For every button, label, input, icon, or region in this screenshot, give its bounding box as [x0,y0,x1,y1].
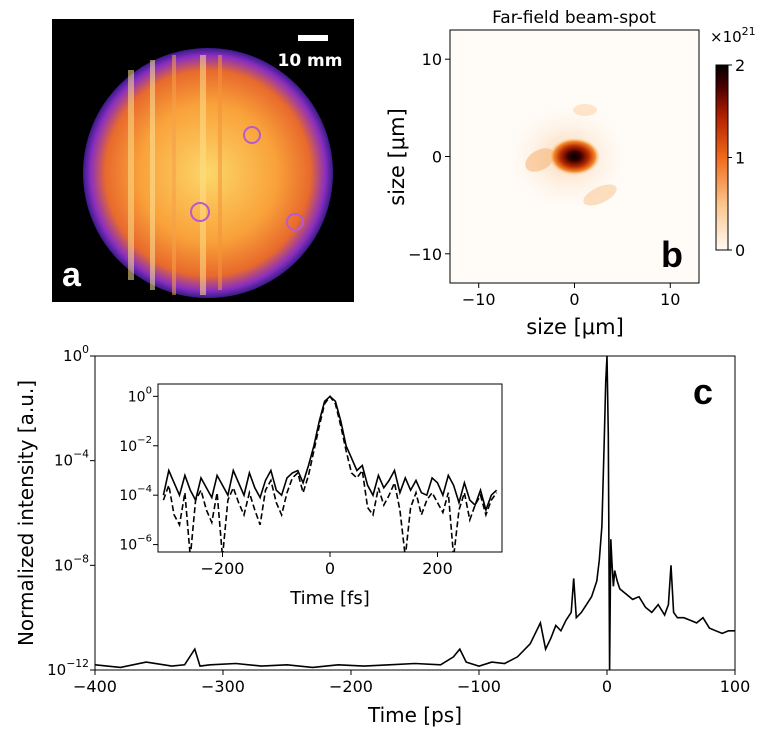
inset-y-tick-base: 10 [128,389,146,405]
panel-c-ylabel: Normalized intensity [a.u.] [14,380,38,646]
inset-y-tick-exponent: 0 [146,385,152,396]
panel-c-x-tick-label: −200 [329,677,373,696]
colorbar-ticks: 0 1 2 [728,56,745,260]
diffraction-ring [286,213,304,231]
panel-b-x-tick-label: −10 [462,290,496,309]
colorbar-multiplier: ×1021 [710,25,756,46]
panel-b-x-ticks: −10 0 10 [462,283,680,309]
panel-c-y-tick-base: 10 [54,452,73,470]
panel-c-frame [94,355,736,671]
inset-y-tick-label: 10−2 [119,435,152,455]
inset-reference-trace [162,395,498,552]
panel-b-title: Far-field beam-spot [492,8,656,28]
panel-c-y-tick-label: 100 [63,343,89,365]
inset-y-tick-exponent: −4 [137,484,152,495]
panel-c-x-tick-label: 0 [602,677,612,696]
inset-x-tick-label: −200 [201,559,245,578]
panel-b-x-tick-label: 10 [660,290,680,309]
beam-profile-disc [83,48,333,298]
colorbar-multiplier-exponent: 21 [742,25,756,38]
panel-c-y-tick-exponent: −4 [73,448,89,461]
inset-y-tick-label: 100 [128,385,152,405]
panel-c-y-tick-label: 10−4 [54,448,89,470]
panel-c-xlabel: Time [ps] [367,703,462,727]
colorbar-tick-label: 0 [735,241,745,260]
panel-b-ylabel: size [μm] [385,108,409,206]
panel-c-y-tick-exponent: 0 [82,343,89,356]
beam-lobe [573,104,597,116]
panel-b-y-tick-label: 0 [432,148,442,167]
diffraction-ring [243,126,261,144]
beam-lobe [525,148,555,172]
beam-lobe [583,184,617,206]
panel-c-x-ticks: −400 −300 −200 −100 0 100 [73,670,750,696]
scale-bar [298,35,328,41]
panel-c-y-tick-label: 10−12 [47,657,89,679]
diffraction-ring [190,202,210,222]
panel-a-letter: a [62,256,82,294]
panel-b-xlabel: size [μm] [526,315,624,339]
inset-y-tick-base: 10 [119,488,137,504]
panel-b-y-tick-label: 10 [422,50,442,69]
inset-x-tick-label: 0 [325,559,335,578]
panel-b-y-ticks: −10 0 10 [408,50,450,264]
panel-c-y-tick-base: 10 [47,661,66,679]
panel-c-letter: c [693,371,713,412]
inset-y-tick-exponent: −2 [137,435,152,446]
panel-a: 10 mm a [52,19,354,302]
inset-xlabel: Time [fs] [289,588,370,609]
colorbar-multiplier-base: ×10 [710,28,742,46]
panel-c-y-tick-exponent: −8 [73,552,89,565]
intensity-trace [95,356,735,670]
inset-y-tick-label: 10−6 [119,534,152,554]
colorbar-tick-label: 1 [735,149,745,168]
beam-streaks [128,55,222,295]
inset-y-tick-base: 10 [119,439,137,455]
colorbar-tick-label: 2 [735,56,745,75]
inset-x-tick-label: 200 [422,559,453,578]
panel-c-x-tick-label: −400 [73,677,117,696]
panel-c-x-tick-label: −100 [457,677,501,696]
inset-y-tick-label: 10−4 [119,484,152,504]
panel-c-y-tick-base: 10 [63,347,82,365]
panel-c-x-tick-label: −300 [201,677,245,696]
beam-peak-spot [548,137,601,176]
panel-c-x-tick-label: 100 [720,677,751,696]
panel-c-y-tick-label: 10−8 [54,552,89,574]
panel-b-x-tick-label: 0 [569,290,579,309]
inset-y-tick-exponent: −6 [137,534,152,545]
panel-c-y-tick-exponent: −12 [66,657,89,670]
inset-y-tick-base: 10 [119,538,137,554]
panel-b-letter: b [661,234,683,275]
inset-x-ticks: −200 0 200 [201,552,453,578]
panel-c-y-tick-base: 10 [54,556,73,574]
inset-background [158,384,502,552]
scale-bar-label: 10 mm [277,51,342,71]
panel-b-y-tick-label: −10 [408,245,442,264]
colorbar [715,64,729,251]
